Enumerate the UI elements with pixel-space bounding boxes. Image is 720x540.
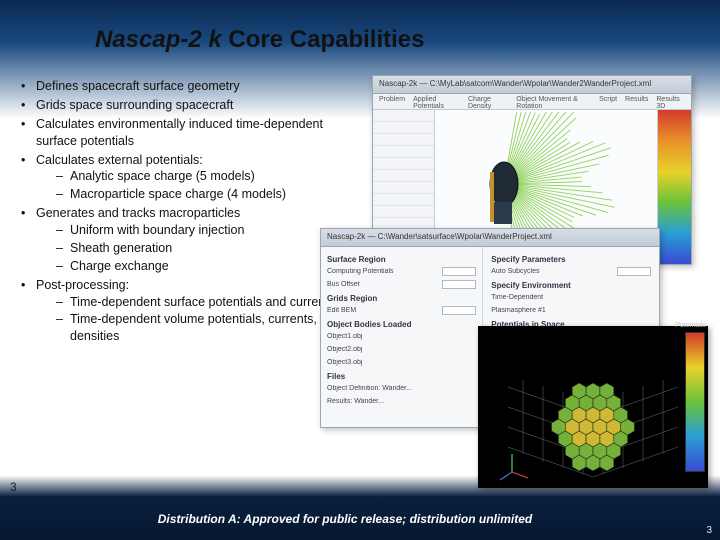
sub-item: Uniform with boundary injection xyxy=(54,222,348,239)
sub-text: Time-dependent surface potentials and cu… xyxy=(70,295,335,309)
bullet-item: Generates and tracks macroparticles Unif… xyxy=(18,205,348,275)
field-label: Object2.obj xyxy=(327,346,476,353)
sub-list: Uniform with boundary injection Sheath g… xyxy=(36,222,348,275)
sub-text: Uniform with boundary injection xyxy=(70,223,244,237)
sub-text: Time-dependent volume potentials, curren… xyxy=(70,312,341,343)
bullet-text: Calculates environmentally induced time-… xyxy=(36,117,323,148)
sub-list: Analytic space charge (5 models) Macropa… xyxy=(36,168,348,203)
section-label: Specify Parameters xyxy=(491,255,651,264)
tab: Charge Density xyxy=(468,96,508,107)
sub-list: Time-dependent surface potentials and cu… xyxy=(36,294,348,346)
bullet-text: Post-processing: xyxy=(36,278,129,292)
bullet-item: Post-processing: Time-dependent surface … xyxy=(18,277,348,346)
tab: Script xyxy=(599,96,617,107)
section-label: Surface Region xyxy=(327,255,476,264)
tab: Object Movement & Rotation xyxy=(516,96,591,107)
bullet-item: Calculates external potentials: Analytic… xyxy=(18,152,348,204)
bullet-content: Defines spacecraft surface geometry Grid… xyxy=(18,78,348,347)
field-label: Object3.obj xyxy=(327,359,476,366)
field-input xyxy=(617,267,651,276)
field-label: Edit BEM xyxy=(327,307,438,314)
sub-item: Time-dependent volume potentials, curren… xyxy=(54,311,348,345)
bullet-text: Generates and tracks macroparticles xyxy=(36,206,240,220)
field-label: Plasmasphere #1 xyxy=(491,307,651,314)
window-tabs: Problem Applied Potentials Charge Densit… xyxy=(373,94,691,110)
page-number-right: 3 xyxy=(706,525,712,536)
sub-item: Macroparticle space charge (4 models) xyxy=(54,186,348,203)
slide-title: Nascap-2 k Core Capabilities xyxy=(95,26,424,54)
section-label: Grids Region xyxy=(327,294,476,303)
footer-distribution: Distribution A: Approved for public rele… xyxy=(120,512,570,526)
window-titlebar: Nascap-2k — C:\MyLab\satcom\Wander\Wpola… xyxy=(373,76,691,94)
sub-text: Sheath generation xyxy=(70,241,172,255)
field-label: Auto Subcycles xyxy=(491,268,613,275)
sub-text: Macroparticle space charge (4 models) xyxy=(70,187,286,201)
field-label: Computing Potentials xyxy=(327,268,438,275)
bullet-text: Calculates external potentials: xyxy=(36,153,203,167)
figure-mesh: Potentials xyxy=(478,326,708,488)
field-label: Time-Dependent xyxy=(491,294,651,301)
colorbar-legend xyxy=(685,332,705,472)
tab: Applied Potentials xyxy=(413,96,460,107)
sub-item: Charge exchange xyxy=(54,258,348,275)
field-input xyxy=(442,280,476,289)
window-titlebar: Nascap-2k — C:\Wander\satsurface\Wpolar\… xyxy=(321,229,659,247)
field-input xyxy=(442,306,476,315)
bullet-list: Defines spacecraft surface geometry Grid… xyxy=(18,78,348,345)
bullet-item: Calculates environmentally induced time-… xyxy=(18,116,348,150)
legend-label: Potentials xyxy=(675,322,706,329)
section-label: Files xyxy=(327,372,476,381)
bullet-text: Defines spacecraft surface geometry xyxy=(36,79,240,93)
bullet-text: Grids space surrounding spacecraft xyxy=(36,98,233,112)
page-number-left: 3 xyxy=(10,480,17,494)
field-input xyxy=(442,267,476,276)
field-label: Bus Offset xyxy=(327,281,438,288)
sub-text: Charge exchange xyxy=(70,259,169,273)
section-label: Specify Environment xyxy=(491,281,651,290)
field-label: Results: Wander... xyxy=(327,398,476,405)
mesh-svg xyxy=(498,332,688,482)
form-left: Surface Region Computing Potentials Bus … xyxy=(321,247,483,427)
sub-item: Time-dependent surface potentials and cu… xyxy=(54,294,348,311)
tab: Results 3D xyxy=(656,96,685,107)
colorbar-legend xyxy=(657,110,691,264)
tab: Results xyxy=(625,96,648,107)
sub-item: Analytic space charge (5 models) xyxy=(54,168,348,185)
section-label: Object Bodies Loaded xyxy=(327,320,476,329)
title-italic: Nascap-2 k xyxy=(95,26,222,53)
bullet-item: Defines spacecraft surface geometry xyxy=(18,78,348,95)
slide: Nascap-2 k Core Capabilities Defines spa… xyxy=(0,0,720,540)
sub-text: Analytic space charge (5 models) xyxy=(70,169,255,183)
title-rest: Core Capabilities xyxy=(222,26,425,53)
tab: Problem xyxy=(379,96,405,107)
field-label: Object Definition: Wander... xyxy=(327,385,476,392)
bullet-item: Grids space surrounding spacecraft xyxy=(18,97,348,114)
field-label: Object1.obj xyxy=(327,333,476,340)
sub-item: Sheath generation xyxy=(54,240,348,257)
